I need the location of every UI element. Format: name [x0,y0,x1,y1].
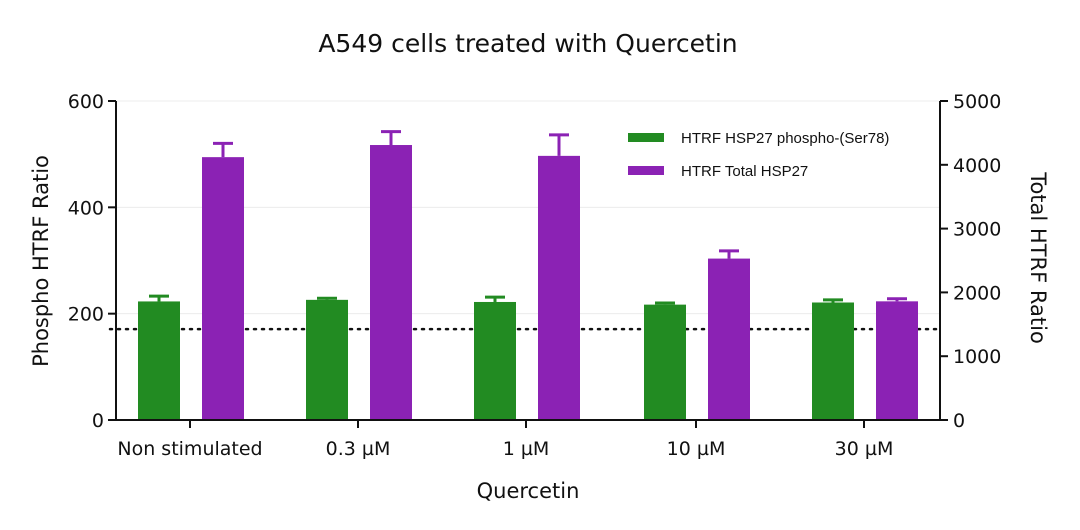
bar-phospho [812,302,854,420]
bar-total [708,258,750,420]
right-tick-label: 1000 [953,346,1001,368]
x-axis-ticks: Non stimulated 0.3 µM 1 µM 10 µM 30 µM [117,420,893,460]
x-tick-label: 30 µM [835,438,894,460]
legend-swatch-total [628,166,664,175]
legend-swatch-phospho [628,133,664,142]
x-tick-label: 0.3 µM [326,438,391,460]
left-tick-label: 0 [92,410,104,432]
bar-phospho [306,299,348,420]
left-axis-title: Phospho HTRF Ratio [29,155,53,367]
x-tick-label: Non stimulated [117,438,262,460]
x-tick-label: 1 µM [503,438,550,460]
right-tick-label: 0 [953,410,965,432]
bars [138,145,918,421]
bar-total [538,155,580,421]
x-axis-title: Quercetin [477,479,580,503]
right-tick-label: 5000 [953,91,1001,113]
gridlines [116,100,940,315]
bar-total [202,157,244,421]
x-tick-label: 10 µM [667,438,726,460]
error-bars [149,130,907,305]
left-axis-ticks: 0 200 400 600 [68,91,116,432]
axes [115,101,941,421]
legend-label-phospho: HTRF HSP27 phospho-(Ser78) [681,130,889,147]
legend-label-total: HTRF Total HSP27 [681,163,808,180]
bar-total [370,145,412,420]
chart-title: A549 cells treated with Quercetin [318,29,737,58]
left-tick-label: 200 [68,304,104,326]
right-axis-ticks: 0 1000 2000 3000 4000 5000 [940,91,1001,432]
bar-phospho [644,304,686,420]
bar-phospho [474,301,516,420]
right-tick-label: 4000 [953,155,1001,177]
right-tick-label: 2000 [953,282,1001,304]
right-axis-title: Total HTRF Ratio [1026,171,1050,344]
bar-total [876,301,918,420]
bar-phospho [138,301,180,420]
right-tick-label: 3000 [953,219,1001,241]
left-tick-label: 400 [68,197,104,219]
legend: HTRF HSP27 phospho-(Ser78) HTRF Total HS… [628,130,889,180]
left-tick-label: 600 [68,91,104,113]
